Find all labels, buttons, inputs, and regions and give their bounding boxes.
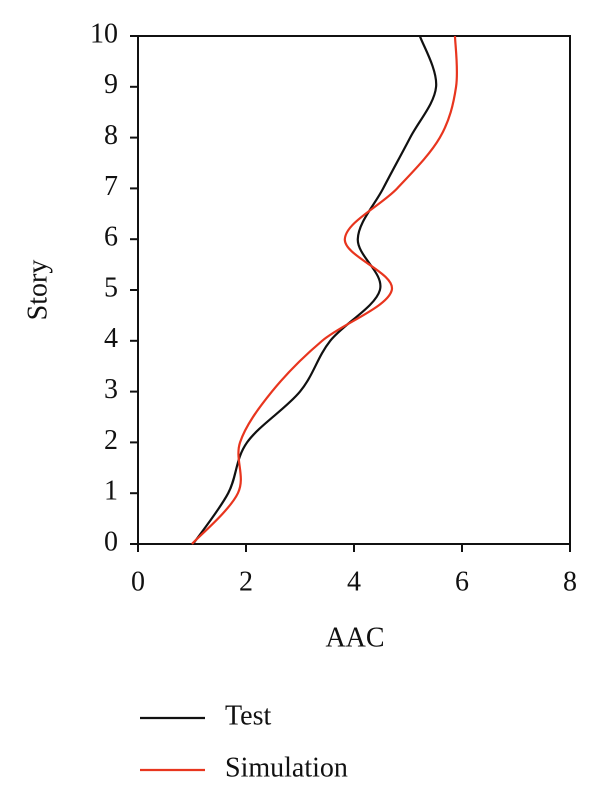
y-tick-label: 5 — [104, 272, 118, 303]
y-tick-label: 0 — [104, 526, 118, 557]
x-tick-label: 6 — [455, 566, 469, 597]
y-tick-label: 6 — [104, 222, 118, 253]
y-tick-label: 2 — [104, 425, 118, 456]
x-tick-label: 2 — [239, 566, 253, 597]
x-tick-label: 8 — [563, 566, 577, 597]
y-tick-label: 9 — [104, 69, 118, 100]
y-tick-label: 7 — [104, 171, 118, 202]
y-tick-label: 10 — [90, 18, 118, 49]
data-line — [191, 35, 459, 545]
y-tick-label: 1 — [104, 476, 118, 507]
plot-frame — [137, 35, 571, 545]
x-tick-label: 4 — [347, 566, 361, 597]
y-tick-label: 3 — [104, 374, 118, 405]
x-tick-label: 0 — [131, 566, 145, 597]
y-axis-label: Story — [22, 260, 53, 321]
y-tick-label: 8 — [104, 120, 118, 151]
x-axis-label: AAC — [325, 622, 384, 653]
data-line — [192, 35, 438, 545]
y-tick-label: 4 — [104, 323, 118, 354]
legend-label: Test — [225, 700, 271, 731]
legend-label: Simulation — [225, 752, 348, 783]
